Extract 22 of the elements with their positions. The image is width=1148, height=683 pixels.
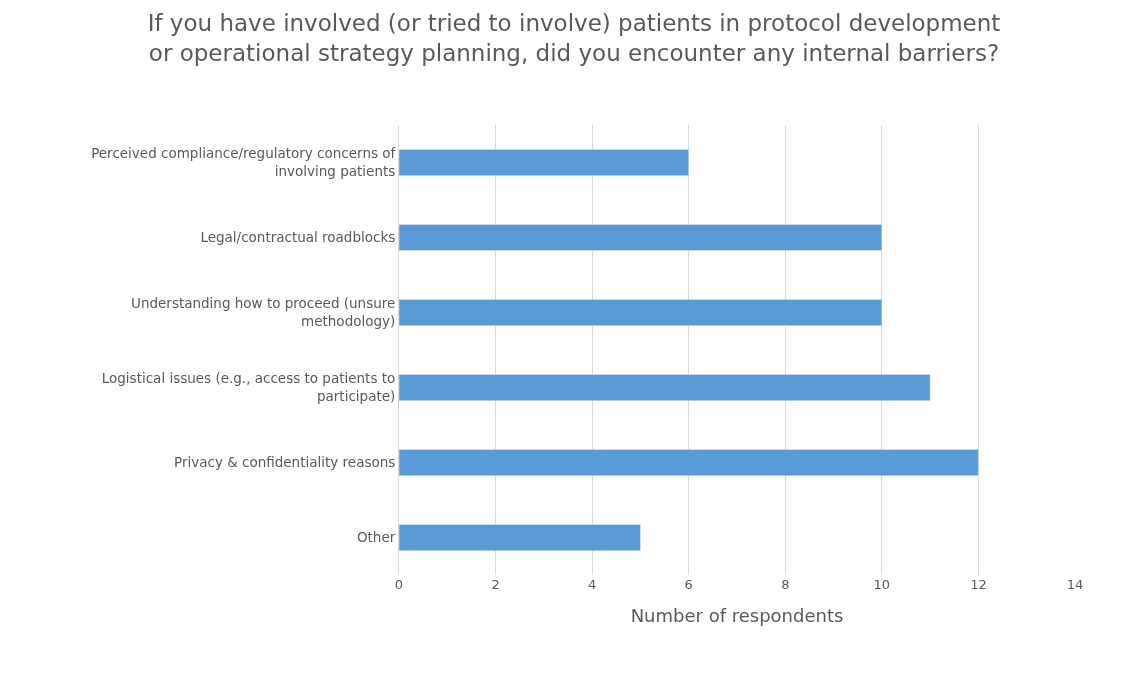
- x-tick-label: 0: [394, 577, 404, 592]
- x-tick-label: 6: [684, 577, 693, 592]
- y-tick-label: Privacy & confidentiality reasons: [174, 454, 396, 471]
- bar: [399, 224, 883, 251]
- x-tick-label: 12: [970, 577, 987, 592]
- bar: [399, 449, 979, 476]
- x-tick-label: 8: [781, 577, 790, 592]
- y-tick-label: Other: [356, 529, 396, 546]
- x-tick-label: 2: [491, 577, 500, 592]
- bar: [399, 299, 883, 326]
- x-axis-title: Number of respondents: [630, 605, 844, 627]
- y-tick-label: Legal/contractual roadblocks: [200, 229, 396, 246]
- bar: [399, 524, 641, 551]
- y-tick-label: Logistical issues (e.g., access to patients to participate): [101, 370, 396, 404]
- bar: [399, 374, 931, 401]
- chart-title: If you have involved (or tried to involve) patients in protocol development or operational strategy planning, did you encounter any internal barriers?: [147, 9, 1001, 66]
- y-tick-label: Perceived compliance/regulatory concerns of involving patients: [91, 145, 397, 179]
- x-tick-label: 4: [588, 577, 597, 592]
- bar: [399, 149, 689, 176]
- y-tick-label: Understanding how to proceed (unsure methodology): [131, 295, 396, 329]
- x-tick-label: 14: [1066, 577, 1084, 592]
- x-tick-label: 10: [873, 577, 891, 592]
